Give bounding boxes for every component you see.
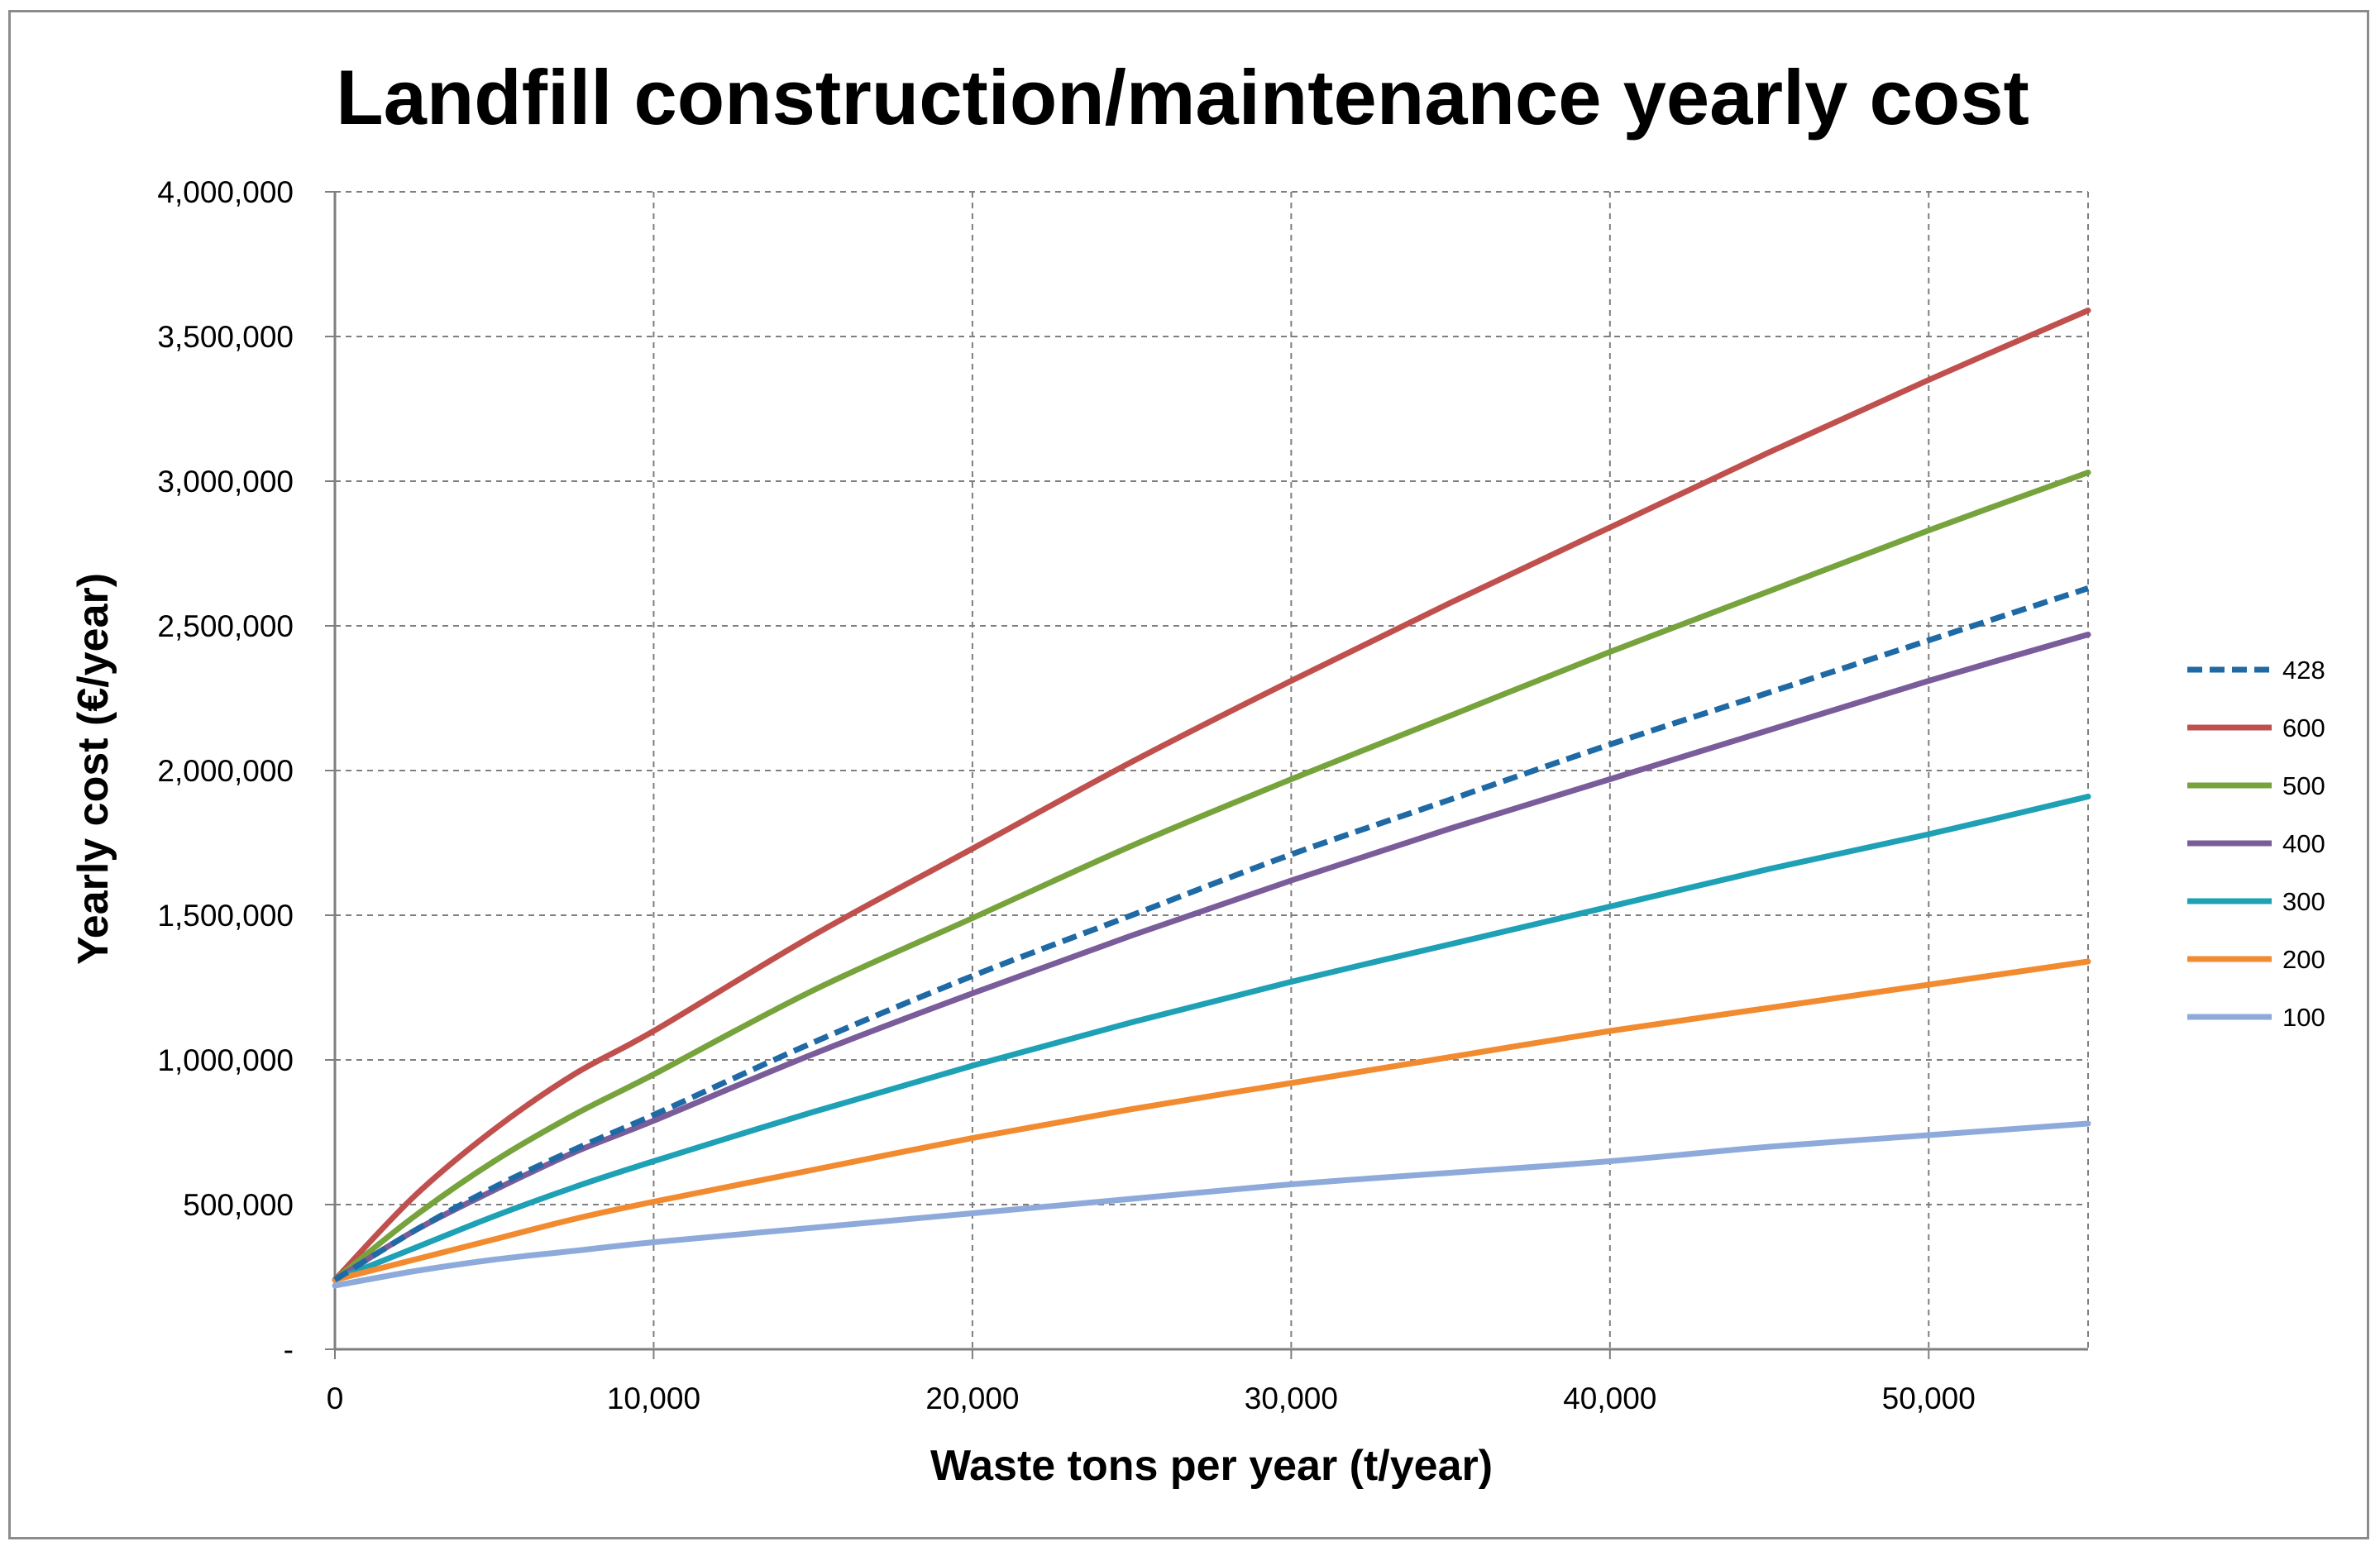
legend-label-100: 100 (2282, 1003, 2325, 1032)
y-tick-labels: - 500,000 1,000,000 1,500,000 2,000,000 2,500… (157, 175, 294, 1367)
y-tick-label: 1,000,000 (157, 1043, 294, 1077)
y-tick-label: 3,000,000 (157, 465, 294, 499)
series-line-100 (332, 1120, 2091, 1289)
legend-label-300: 300 (2282, 887, 2325, 916)
series-line-428 (333, 585, 2090, 1282)
x-tick-label: 10,000 (607, 1382, 700, 1415)
x-tick-label: 50,000 (1882, 1382, 1976, 1415)
legend-label-600: 600 (2282, 713, 2325, 742)
legend-label-200: 200 (2282, 945, 2325, 974)
y-tick-label: 500,000 (183, 1188, 294, 1222)
y-tick-label: 2,500,000 (157, 609, 294, 643)
legend-label-500: 500 (2282, 771, 2325, 800)
axes (325, 191, 2088, 1359)
y-tick-label: 2,000,000 (157, 754, 294, 788)
x-axis-label: Waste tons per year (t/year) (930, 1442, 1493, 1490)
y-tick-label: 1,500,000 (157, 899, 294, 933)
x-tick-label: 0 (327, 1382, 344, 1415)
y-tick-label: - (284, 1333, 294, 1367)
x-tick-label: 30,000 (1245, 1382, 1338, 1415)
series-line-400 (332, 632, 2091, 1283)
x-tick-labels: 0 10,000 20,000 30,000 40,000 50,000 (327, 1382, 1976, 1415)
y-tick-label: 3,500,000 (157, 320, 294, 354)
series-line-600 (332, 308, 2091, 1283)
x-tick-label: 20,000 (925, 1382, 1019, 1415)
series-line-200 (332, 958, 2091, 1283)
series-lines (332, 308, 2091, 1289)
series-line-300 (332, 794, 2091, 1283)
x-tick-label: 40,000 (1563, 1382, 1656, 1415)
legend: 428 600 500 400 300 200 100 (2187, 656, 2325, 1032)
legend-label-428: 428 (2282, 656, 2325, 685)
chart-title: Landfill construction/maintenance yearly… (336, 54, 2029, 141)
chart-frame (8, 10, 2369, 1539)
series-line-500 (332, 470, 2091, 1283)
legend-label-400: 400 (2282, 829, 2325, 858)
y-axis-label: Yearly cost (€/year) (69, 573, 117, 965)
gridlines (335, 191, 2089, 1349)
y-tick-label: 4,000,000 (157, 175, 294, 209)
